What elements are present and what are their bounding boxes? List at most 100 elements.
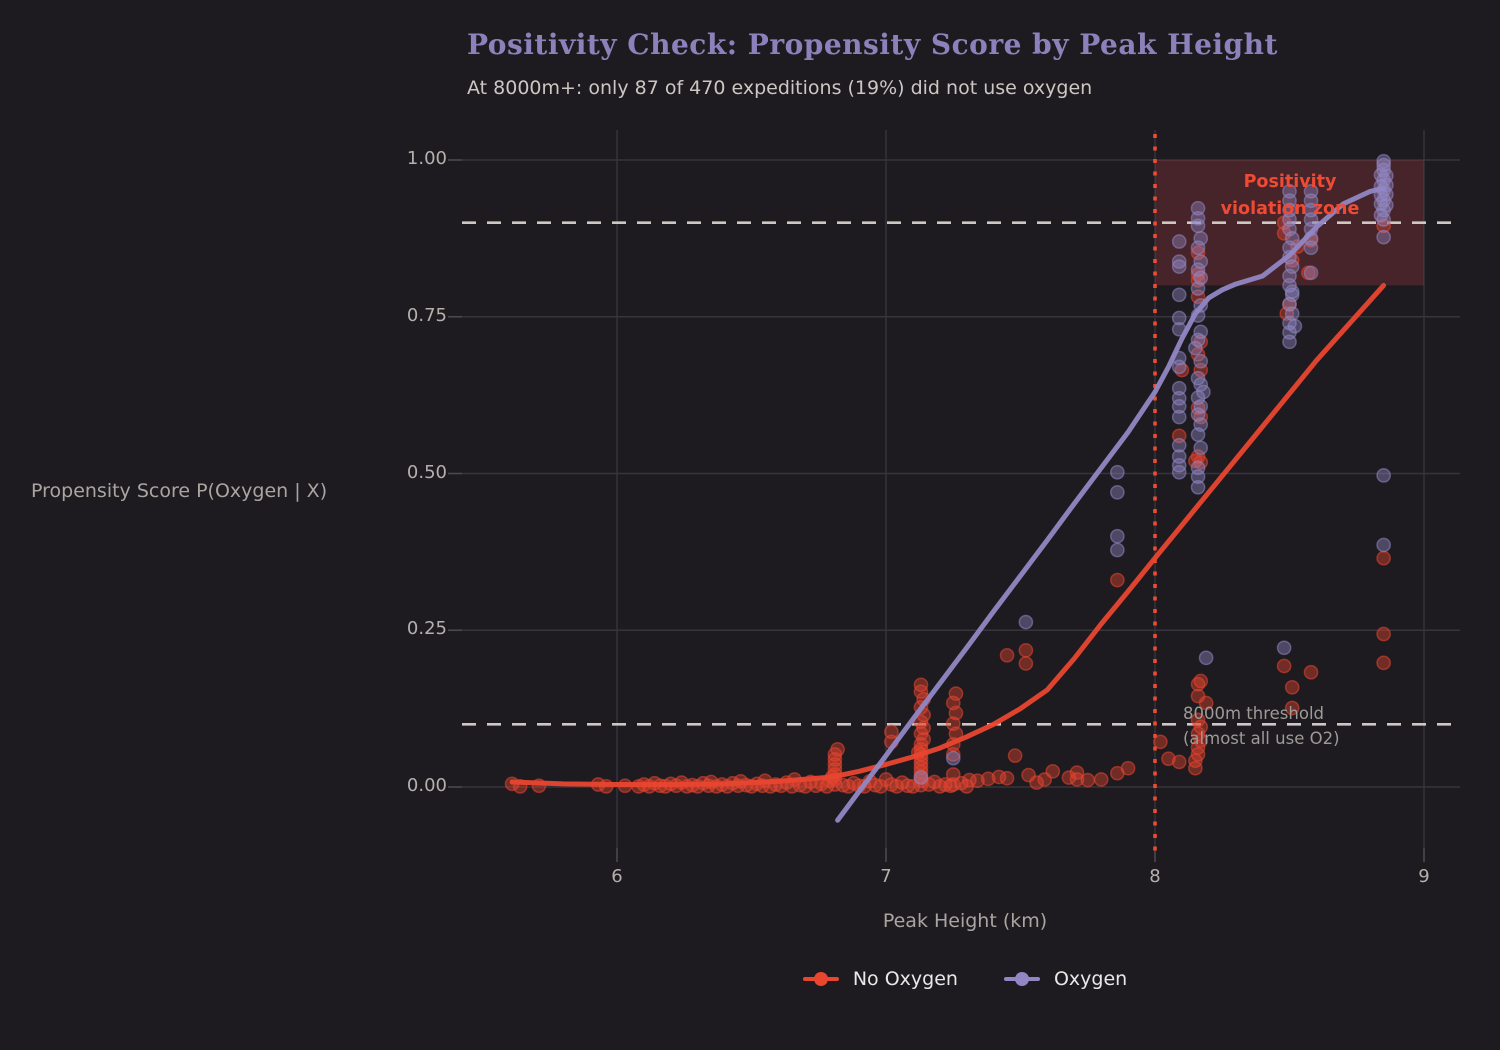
legend-item-oxygen: Oxygen [1003, 968, 1128, 990]
threshold-label-line2: (almost all use O2) [1183, 729, 1340, 748]
data-point-oxygen [1193, 231, 1209, 246]
data-point-oxygen [1190, 262, 1206, 278]
data-point-no-oxygen [1190, 712, 1206, 728]
x-axis-title: Peak Height (km) [882, 910, 1048, 932]
data-point-no-oxygen [1190, 245, 1206, 261]
data-point-no-oxygen [1284, 679, 1300, 695]
data-point-oxygen [1171, 449, 1187, 464]
data-point-oxygen [1303, 265, 1319, 281]
data-point-no-oxygen [1376, 550, 1392, 566]
data-point-no-oxygen [970, 773, 985, 789]
data-point-oxygen [1193, 254, 1209, 269]
data-point-oxygen [1190, 407, 1206, 422]
violation-zone-label: Positivity violation zone [1159, 169, 1421, 223]
x-tick-label: 6 [611, 866, 623, 887]
data-point-oxygen [1303, 184, 1319, 199]
data-point-no-oxygen [913, 677, 929, 693]
data-point-oxygen [1171, 380, 1187, 396]
data-point-no-oxygen [1018, 642, 1034, 658]
data-point-no-oxygen [1153, 734, 1168, 750]
data-point-oxygen [1190, 370, 1206, 386]
data-point-no-oxygen [948, 686, 964, 701]
legend-item-no-oxygen: No Oxygen [802, 968, 958, 990]
legend-marker-oxygen-icon [1003, 972, 1040, 985]
data-point-no-oxygen [980, 771, 996, 787]
data-point-no-oxygen [999, 647, 1015, 663]
data-point-oxygen [1109, 528, 1125, 544]
data-point-oxygen [1190, 332, 1206, 348]
data-point-no-oxygen [1093, 772, 1109, 787]
data-point-no-oxygen [937, 777, 953, 792]
data-point-oxygen [1171, 234, 1187, 249]
legend-label-no-oxygen: No Oxygen [852, 968, 958, 990]
data-point-no-oxygen [884, 724, 899, 740]
trend-line-no-oxygen [509, 282, 1387, 787]
data-point-no-oxygen [945, 767, 961, 782]
data-point-oxygen [1276, 640, 1292, 656]
data-point-oxygen [1376, 468, 1392, 483]
data-point-no-oxygen [945, 777, 961, 792]
data-point-no-oxygen [1284, 700, 1300, 716]
threshold-label: 8000m threshold (almost all use O2) [1183, 701, 1340, 751]
x-tick-label: 7 [880, 866, 892, 887]
data-point-oxygen [1190, 200, 1206, 216]
data-point-oxygen [945, 750, 961, 766]
data-point-oxygen [1193, 399, 1209, 414]
legend: No Oxygen Oxygen [0, 968, 1500, 990]
legend-label-oxygen: Oxygen [1053, 968, 1128, 990]
data-point-oxygen [1171, 287, 1187, 303]
data-point-no-oxygen [878, 772, 894, 787]
data-point-no-oxygen [1276, 658, 1292, 674]
chart-subtitle: At 8000m+: only 87 of 470 expeditions (1… [467, 77, 1093, 99]
data-point-no-oxygen [1198, 695, 1214, 711]
data-point-no-oxygen [830, 742, 845, 757]
violation-zone-label-line1: Positivity [1243, 172, 1337, 192]
threshold-label-line1: 8000m threshold [1183, 704, 1325, 723]
data-point-no-oxygen [1193, 673, 1209, 689]
trend-line-oxygen [835, 185, 1387, 823]
x-tick-label: 9 [1418, 866, 1430, 887]
data-point-no-oxygen [945, 716, 961, 732]
data-point-oxygen [1190, 210, 1206, 226]
data-point-oxygen [913, 770, 929, 785]
data-point-no-oxygen [999, 770, 1015, 786]
data-point-oxygen [1193, 270, 1209, 286]
data-point-oxygen [1376, 229, 1392, 245]
data-point-oxygen [1171, 254, 1187, 269]
data-point-oxygen [1376, 157, 1392, 173]
data-point-no-oxygen [1303, 664, 1319, 680]
data-point-no-oxygen [1069, 772, 1085, 787]
y-tick-label: 0.75 [406, 304, 447, 326]
data-point-oxygen [1378, 168, 1394, 184]
data-point-oxygen [1171, 409, 1187, 425]
y-tick-label: 1.00 [406, 148, 447, 169]
data-point-no-oxygen [1018, 656, 1034, 671]
data-point-oxygen [1171, 310, 1187, 326]
data-point-oxygen [1109, 542, 1125, 558]
data-point-oxygen [1109, 484, 1125, 500]
y-tick-label: 0.25 [406, 618, 447, 640]
data-point-no-oxygen [1120, 760, 1136, 776]
data-point-no-oxygen [1376, 655, 1392, 671]
data-point-no-oxygen [1161, 751, 1176, 767]
data-point-oxygen [1188, 340, 1203, 356]
data-point-no-oxygen [1080, 772, 1096, 788]
x-tick-label: 8 [1149, 866, 1161, 887]
data-point-no-oxygen [1029, 775, 1044, 790]
data-point-no-oxygen [1190, 449, 1206, 464]
data-point-oxygen [1193, 440, 1209, 456]
violation-zone-label-line2: violation zone [1220, 199, 1360, 219]
data-point-oxygen [1198, 650, 1214, 666]
data-point-oxygen [1018, 614, 1034, 630]
data-point-oxygen [1193, 353, 1209, 369]
data-point-oxygen [1171, 259, 1187, 274]
data-point-no-oxygen [1007, 748, 1023, 764]
data-point-no-oxygen [1045, 763, 1061, 779]
data-point-oxygen [1376, 537, 1392, 553]
data-point-no-oxygen [1188, 760, 1203, 776]
data-point-oxygen [1190, 218, 1206, 234]
data-point-oxygen [1190, 281, 1206, 296]
data-point-no-oxygen [945, 747, 961, 762]
data-point-oxygen [1196, 384, 1211, 400]
